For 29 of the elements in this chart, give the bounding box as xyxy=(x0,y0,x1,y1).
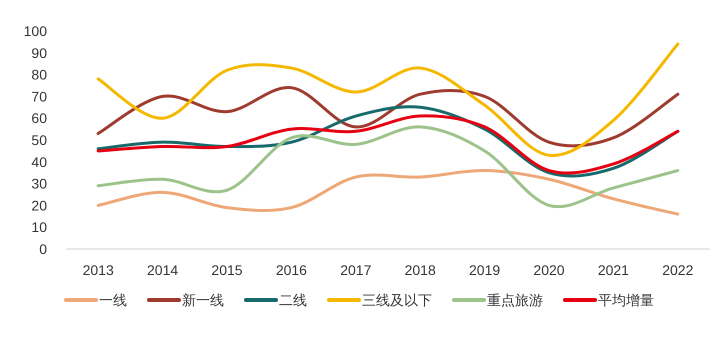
legend-label: 平均增量 xyxy=(598,292,654,308)
x-tick-label: 2016 xyxy=(276,262,308,278)
x-tick-label: 2013 xyxy=(82,262,114,278)
y-tick-label: 50 xyxy=(31,132,48,148)
line-series xyxy=(96,42,680,157)
y-tick-label: 20 xyxy=(31,197,48,214)
legend-label: 重点旅游 xyxy=(487,292,543,308)
y-tick-label: 70 xyxy=(31,88,48,104)
x-tick-label: 2014 xyxy=(147,262,178,278)
y-tick-label: 10 xyxy=(31,219,48,236)
x-tick-label: 2018 xyxy=(404,262,436,278)
line-series xyxy=(96,169,680,216)
y-tick-label: 0 xyxy=(39,241,48,257)
legend-label: 二线 xyxy=(279,292,307,308)
y-tick-label: 30 xyxy=(31,176,48,192)
x-tick-label: 2021 xyxy=(598,262,630,278)
x-tick-label: 2019 xyxy=(469,262,500,278)
legend-label: 三线及以下 xyxy=(362,292,432,308)
y-tick-label: 90 xyxy=(31,44,48,61)
y-tick-label: 80 xyxy=(31,66,48,83)
legend-label: 一线 xyxy=(99,292,127,308)
x-tick-label: 2015 xyxy=(211,262,243,278)
legend-label: 新一线 xyxy=(182,292,224,308)
x-tick-label: 2017 xyxy=(340,262,372,278)
x-tick-label: 2020 xyxy=(533,262,565,278)
y-tick-label: 40 xyxy=(31,154,48,170)
y-tick-label: 100 xyxy=(24,23,48,39)
y-tick-label: 60 xyxy=(31,110,48,126)
x-tick-label: 2022 xyxy=(662,262,694,278)
